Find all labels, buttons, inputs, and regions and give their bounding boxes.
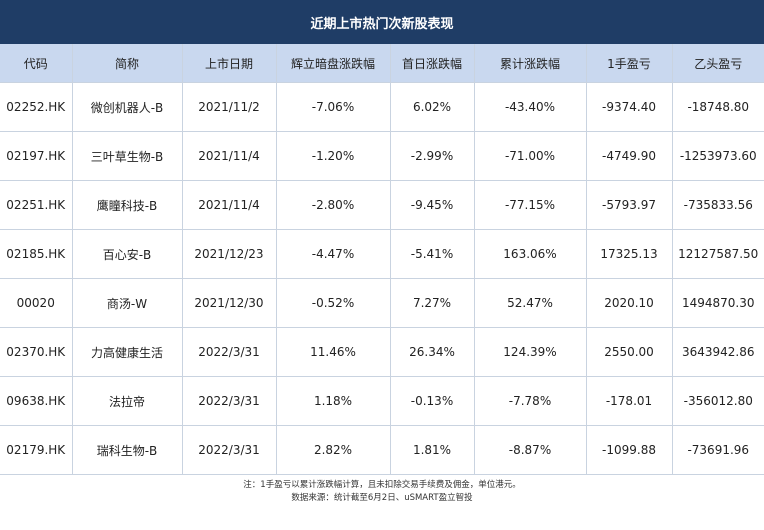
cell-name: 力高健康生活: [72, 327, 183, 377]
header-cumulative-change: 累计涨跌幅: [474, 44, 587, 83]
footnote-line-2: 数据来源：统计截至6月2日、uSMART盈立智投: [291, 493, 473, 503]
ipo-table: 代码 简称 上市日期 辉立暗盘涨跌幅 首日涨跌幅 累计涨跌幅 1手盈亏 乙头盈亏…: [0, 44, 764, 475]
cell-one-lot-pnl: -178.01: [586, 376, 673, 426]
cell-one-lot-pnl: 2550.00: [586, 327, 673, 377]
cell-code: 02185.HK: [0, 229, 73, 279]
cell-top-tier-pnl: -356012.80: [672, 376, 764, 426]
table-row: 02185.HK 百心安-B 2021/12/23 -4.47% -5.41% …: [0, 229, 764, 279]
cell-listing-date: 2022/3/31: [182, 425, 277, 475]
cell-listing-date: 2021/12/23: [182, 229, 277, 279]
cell-cumulative-change: -7.78%: [474, 376, 587, 426]
cell-listing-date: 2021/11/4: [182, 180, 277, 230]
header-row: 代码 简称 上市日期 辉立暗盘涨跌幅 首日涨跌幅 累计涨跌幅 1手盈亏 乙头盈亏: [0, 44, 764, 83]
cell-first-day-change: -9.45%: [390, 180, 475, 230]
cell-one-lot-pnl: 2020.10: [586, 278, 673, 328]
cell-grey-market-change: -1.20%: [276, 131, 391, 181]
cell-grey-market-change: -7.06%: [276, 82, 391, 132]
cell-listing-date: 2022/3/31: [182, 327, 277, 377]
cell-top-tier-pnl: 3643942.86: [672, 327, 764, 377]
cell-code: 00020: [0, 278, 73, 328]
cell-listing-date: 2021/12/30: [182, 278, 277, 328]
cell-cumulative-change: 52.47%: [474, 278, 587, 328]
cell-cumulative-change: 124.39%: [474, 327, 587, 377]
cell-cumulative-change: 163.06%: [474, 229, 587, 279]
cell-first-day-change: -2.99%: [390, 131, 475, 181]
header-grey-market-change: 辉立暗盘涨跌幅: [276, 44, 391, 83]
cell-name: 瑞科生物-B: [72, 425, 183, 475]
cell-one-lot-pnl: 17325.13: [586, 229, 673, 279]
cell-code: 02179.HK: [0, 425, 73, 475]
cell-name: 微创机器人-B: [72, 82, 183, 132]
footnote: 注：1手盈亏以累计涨跌幅计算，且未扣除交易手续费及佣金，单位港元。 数据来源：统…: [0, 475, 764, 509]
cell-one-lot-pnl: -4749.90: [586, 131, 673, 181]
cell-cumulative-change: -43.40%: [474, 82, 587, 132]
table-row: 09638.HK 法拉帝 2022/3/31 1.18% -0.13% -7.7…: [0, 376, 764, 426]
cell-code: 02197.HK: [0, 131, 73, 181]
cell-first-day-change: 6.02%: [390, 82, 475, 132]
cell-grey-market-change: -2.80%: [276, 180, 391, 230]
cell-listing-date: 2021/11/4: [182, 131, 277, 181]
table-row: 02252.HK 微创机器人-B 2021/11/2 -7.06% 6.02% …: [0, 82, 764, 132]
cell-name: 商汤-W: [72, 278, 183, 328]
table-row: 00020 商汤-W 2021/12/30 -0.52% 7.27% 52.47…: [0, 278, 764, 328]
cell-first-day-change: 26.34%: [390, 327, 475, 377]
cell-top-tier-pnl: -18748.80: [672, 82, 764, 132]
cell-code: 02252.HK: [0, 82, 73, 132]
cell-top-tier-pnl: -1253973.60: [672, 131, 764, 181]
cell-grey-market-change: -4.47%: [276, 229, 391, 279]
cell-first-day-change: -5.41%: [390, 229, 475, 279]
cell-name: 法拉帝: [72, 376, 183, 426]
cell-one-lot-pnl: -9374.40: [586, 82, 673, 132]
cell-one-lot-pnl: -1099.88: [586, 425, 673, 475]
table-row: 02197.HK 三叶草生物-B 2021/11/4 -1.20% -2.99%…: [0, 131, 764, 181]
header-first-day-change: 首日涨跌幅: [390, 44, 475, 83]
cell-first-day-change: 1.81%: [390, 425, 475, 475]
table-title: 近期上市热门次新股表现: [0, 0, 764, 44]
table-row: 02251.HK 鹰瞳科技-B 2021/11/4 -2.80% -9.45% …: [0, 180, 764, 230]
cell-listing-date: 2021/11/2: [182, 82, 277, 132]
cell-grey-market-change: 11.46%: [276, 327, 391, 377]
cell-top-tier-pnl: -73691.96: [672, 425, 764, 475]
cell-listing-date: 2022/3/31: [182, 376, 277, 426]
cell-first-day-change: -0.13%: [390, 376, 475, 426]
cell-grey-market-change: -0.52%: [276, 278, 391, 328]
cell-top-tier-pnl: -735833.56: [672, 180, 764, 230]
cell-name: 百心安-B: [72, 229, 183, 279]
cell-code: 02251.HK: [0, 180, 73, 230]
cell-top-tier-pnl: 12127587.50: [672, 229, 764, 279]
footnote-line-1: 注：1手盈亏以累计涨跌幅计算，且未扣除交易手续费及佣金，单位港元。: [243, 480, 521, 490]
table-row: 02179.HK 瑞科生物-B 2022/3/31 2.82% 1.81% -8…: [0, 425, 764, 475]
cell-cumulative-change: -71.00%: [474, 131, 587, 181]
cell-one-lot-pnl: -5793.97: [586, 180, 673, 230]
header-top-tier-pnl: 乙头盈亏: [672, 44, 764, 83]
cell-grey-market-change: 2.82%: [276, 425, 391, 475]
cell-code: 02370.HK: [0, 327, 73, 377]
cell-top-tier-pnl: 1494870.30: [672, 278, 764, 328]
header-listing-date: 上市日期: [182, 44, 277, 83]
cell-first-day-change: 7.27%: [390, 278, 475, 328]
header-name: 简称: [72, 44, 183, 83]
cell-code: 09638.HK: [0, 376, 73, 426]
header-code: 代码: [0, 44, 73, 83]
header-one-lot-pnl: 1手盈亏: [586, 44, 673, 83]
cell-name: 鹰瞳科技-B: [72, 180, 183, 230]
cell-cumulative-change: -8.87%: [474, 425, 587, 475]
cell-name: 三叶草生物-B: [72, 131, 183, 181]
cell-grey-market-change: 1.18%: [276, 376, 391, 426]
cell-cumulative-change: -77.15%: [474, 180, 587, 230]
table-row: 02370.HK 力高健康生活 2022/3/31 11.46% 26.34% …: [0, 327, 764, 377]
